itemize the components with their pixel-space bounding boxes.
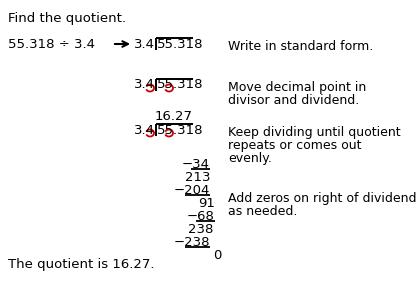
Text: 16.27: 16.27 [155, 110, 193, 123]
Text: −34: −34 [182, 158, 210, 171]
Text: 55.318: 55.318 [157, 124, 203, 136]
Text: 238: 238 [188, 223, 213, 236]
Text: Move decimal point in: Move decimal point in [228, 81, 366, 94]
Text: −68: −68 [187, 210, 215, 223]
Text: −204: −204 [173, 184, 210, 197]
Text: 3.4: 3.4 [134, 79, 155, 92]
Text: 55.318 ÷ 3.4: 55.318 ÷ 3.4 [8, 38, 95, 51]
Text: The quotient is 16.27.: The quotient is 16.27. [8, 258, 154, 271]
Text: −238: −238 [173, 236, 210, 249]
Text: Write in standard form.: Write in standard form. [228, 40, 373, 53]
Text: evenly.: evenly. [228, 152, 272, 165]
Text: 3.4: 3.4 [134, 38, 155, 50]
Text: Keep dividing until quotient: Keep dividing until quotient [228, 126, 401, 139]
Text: repeats or comes out: repeats or comes out [228, 139, 362, 152]
Text: 55.318: 55.318 [157, 38, 203, 50]
Text: Add zeros on right of dividend: Add zeros on right of dividend [228, 192, 416, 205]
Text: as needed.: as needed. [228, 205, 297, 218]
Text: 3.4: 3.4 [134, 124, 155, 136]
Text: 0: 0 [214, 249, 222, 262]
Text: 213: 213 [185, 171, 210, 184]
Text: 55.318: 55.318 [157, 79, 203, 92]
Text: 91: 91 [198, 197, 215, 210]
Text: Find the quotient.: Find the quotient. [8, 12, 126, 25]
Text: divisor and dividend.: divisor and dividend. [228, 94, 359, 107]
